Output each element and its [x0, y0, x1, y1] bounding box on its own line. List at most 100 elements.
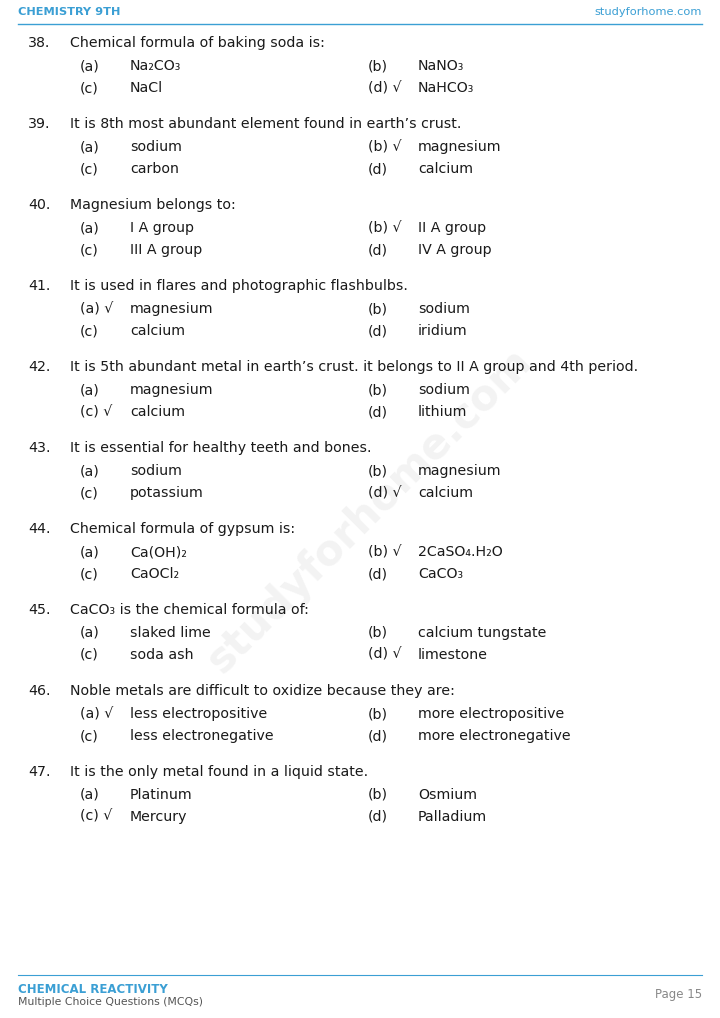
Text: It is used in flares and photographic flashbulbs.: It is used in flares and photographic fl… [70, 279, 408, 293]
Text: (a): (a) [80, 626, 100, 640]
Text: 45.: 45. [28, 603, 50, 617]
Text: Page 15: Page 15 [655, 988, 702, 1001]
Text: It is 5th abundant metal in earth’s crust. it belongs to II A group and 4th peri: It is 5th abundant metal in earth’s crus… [70, 360, 638, 374]
Text: Noble metals are difficult to oxidize because they are:: Noble metals are difficult to oxidize be… [70, 684, 455, 698]
Text: (d) √: (d) √ [368, 81, 402, 95]
Text: 46.: 46. [28, 684, 50, 698]
Text: calcium: calcium [418, 162, 473, 176]
Text: (b): (b) [368, 706, 388, 721]
Text: 2CaSO₄.H₂O: 2CaSO₄.H₂O [418, 545, 503, 559]
Text: 42.: 42. [28, 360, 50, 374]
Text: I A group: I A group [130, 221, 194, 235]
Text: limestone: limestone [418, 648, 488, 662]
Text: (a) √: (a) √ [80, 706, 113, 721]
Text: (a): (a) [80, 788, 100, 802]
Text: 47.: 47. [28, 765, 50, 779]
Text: (d): (d) [368, 405, 388, 419]
Text: 38.: 38. [28, 36, 50, 50]
Text: (b): (b) [368, 59, 388, 73]
Text: less electronegative: less electronegative [130, 729, 274, 743]
Text: (d): (d) [368, 324, 388, 338]
Text: (c) √: (c) √ [80, 405, 112, 419]
Text: Platinum: Platinum [130, 788, 193, 802]
Text: III A group: III A group [130, 243, 202, 257]
Text: Magnesium belongs to:: Magnesium belongs to: [70, 197, 235, 212]
Text: (a) √: (a) √ [80, 302, 113, 316]
Text: slaked lime: slaked lime [130, 626, 211, 640]
Text: (b) √: (b) √ [368, 221, 402, 235]
Text: (d) √: (d) √ [368, 486, 402, 500]
Text: (b): (b) [368, 464, 388, 478]
Text: (a): (a) [80, 59, 100, 73]
Text: (b) √: (b) √ [368, 545, 402, 559]
Text: (a): (a) [80, 464, 100, 478]
Text: more electropositive: more electropositive [418, 706, 564, 721]
Text: carbon: carbon [130, 162, 179, 176]
Text: less electropositive: less electropositive [130, 706, 267, 721]
Text: studyforhome.com: studyforhome.com [199, 339, 541, 681]
Text: 44.: 44. [28, 522, 50, 536]
Text: calcium tungstate: calcium tungstate [418, 626, 546, 640]
Text: potassium: potassium [130, 486, 204, 500]
Text: (a): (a) [80, 140, 100, 154]
Text: more electronegative: more electronegative [418, 729, 571, 743]
Text: (b): (b) [368, 302, 388, 316]
Text: studyforhome.com: studyforhome.com [595, 7, 702, 17]
Text: (c): (c) [80, 162, 99, 176]
Text: magnesium: magnesium [418, 140, 502, 154]
Text: magnesium: magnesium [418, 464, 502, 478]
Text: sodium: sodium [130, 140, 182, 154]
Text: calcium: calcium [418, 486, 473, 500]
Text: Na₂CO₃: Na₂CO₃ [130, 59, 181, 73]
Text: 40.: 40. [28, 197, 50, 212]
Text: CaCO₃: CaCO₃ [418, 567, 463, 581]
Text: (d) √: (d) √ [368, 648, 402, 662]
Text: Multiple Choice Questions (MCQs): Multiple Choice Questions (MCQs) [18, 997, 203, 1007]
Text: Mercury: Mercury [130, 810, 187, 824]
Text: (d): (d) [368, 567, 388, 581]
Text: magnesium: magnesium [130, 302, 214, 316]
Text: CaCO₃ is the chemical formula of:: CaCO₃ is the chemical formula of: [70, 603, 309, 617]
Text: calcium: calcium [130, 405, 185, 419]
Text: (a): (a) [80, 545, 100, 559]
Text: (d): (d) [368, 729, 388, 743]
Text: (c): (c) [80, 486, 99, 500]
Text: NaNO₃: NaNO₃ [418, 59, 464, 73]
Text: iridium: iridium [418, 324, 467, 338]
Text: (d): (d) [368, 810, 388, 824]
Text: (c): (c) [80, 81, 99, 95]
Text: (b): (b) [368, 788, 388, 802]
Text: calcium: calcium [130, 324, 185, 338]
Text: 43.: 43. [28, 441, 50, 455]
Text: CHEMISTRY 9TH: CHEMISTRY 9TH [18, 7, 120, 17]
Text: It is 8th most abundant element found in earth’s crust.: It is 8th most abundant element found in… [70, 117, 462, 131]
Text: IV A group: IV A group [418, 243, 492, 257]
Text: (c): (c) [80, 567, 99, 581]
Text: CaOCl₂: CaOCl₂ [130, 567, 179, 581]
Text: (a): (a) [80, 221, 100, 235]
Text: CHEMICAL REACTIVITY: CHEMICAL REACTIVITY [18, 983, 168, 996]
Text: (d): (d) [368, 162, 388, 176]
Text: sodium: sodium [418, 383, 470, 397]
Text: (c): (c) [80, 729, 99, 743]
Text: II A group: II A group [418, 221, 486, 235]
Text: Osmium: Osmium [418, 788, 477, 802]
Text: (a): (a) [80, 383, 100, 397]
Text: (c): (c) [80, 648, 99, 662]
Text: Palladium: Palladium [418, 810, 487, 824]
Text: (b) √: (b) √ [368, 140, 402, 154]
Text: It is the only metal found in a liquid state.: It is the only metal found in a liquid s… [70, 765, 368, 779]
Text: Chemical formula of baking soda is:: Chemical formula of baking soda is: [70, 36, 325, 50]
Text: Chemical formula of gypsum is:: Chemical formula of gypsum is: [70, 522, 295, 536]
Text: 39.: 39. [28, 117, 50, 131]
Text: It is essential for healthy teeth and bones.: It is essential for healthy teeth and bo… [70, 441, 372, 455]
Text: (b): (b) [368, 626, 388, 640]
Text: (c): (c) [80, 324, 99, 338]
Text: Ca(OH)₂: Ca(OH)₂ [130, 545, 187, 559]
Text: (c): (c) [80, 243, 99, 257]
Text: (b): (b) [368, 383, 388, 397]
Text: sodium: sodium [130, 464, 182, 478]
Text: soda ash: soda ash [130, 648, 194, 662]
Text: NaHCO₃: NaHCO₃ [418, 81, 474, 95]
Text: NaCl: NaCl [130, 81, 163, 95]
